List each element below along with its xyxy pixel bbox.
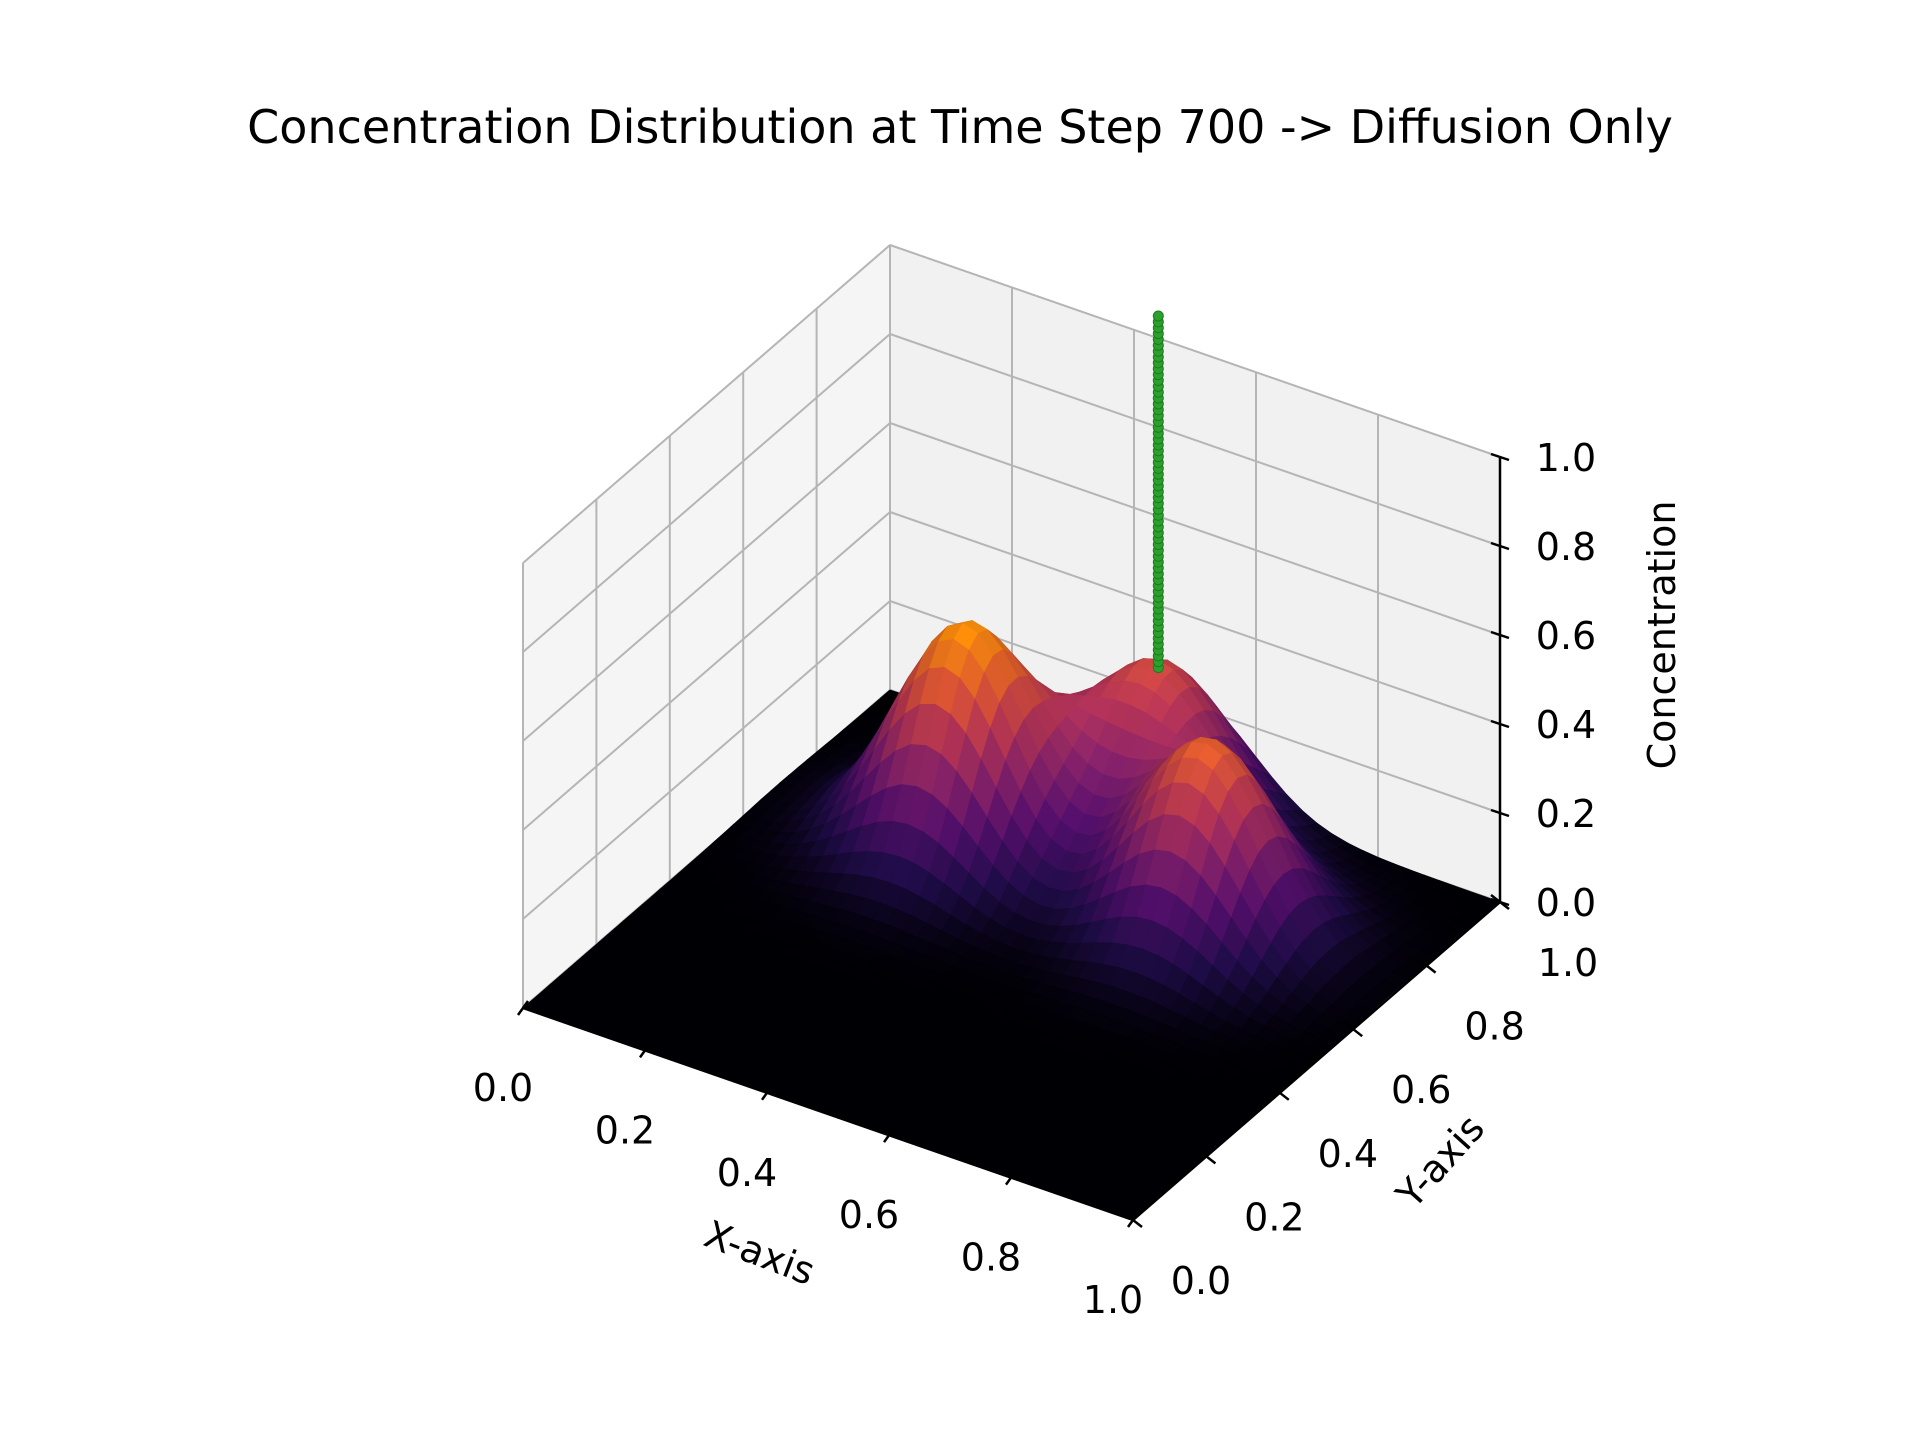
gridline-z (522, 333, 891, 653)
x-axis-line (522, 1006, 1134, 1222)
chart-title: Concentration Distribution at Time Step … (247, 100, 1673, 154)
gridline-z (889, 244, 1501, 458)
y-tick-label: 0.2 (1244, 1195, 1304, 1239)
x-tick (760, 1085, 774, 1101)
y-axis-line (1132, 901, 1501, 1221)
gridline-z (889, 511, 1501, 725)
z-tick (1490, 541, 1510, 551)
x-tick-label: 0.0 (473, 1066, 533, 1110)
x-tick (1004, 1169, 1018, 1186)
y-tick (1416, 957, 1437, 974)
z-tick-label: 0.4 (1536, 703, 1596, 747)
x-tick-label: 0.2 (595, 1108, 655, 1152)
z-tick-label: 0.6 (1536, 614, 1596, 658)
y-tick (1123, 1212, 1143, 1228)
y-tick-label: 0.0 (1171, 1259, 1231, 1303)
y-tick-label: 0.6 (1391, 1068, 1451, 1112)
gridline-z (522, 511, 891, 831)
gridline-z (522, 600, 891, 920)
y-tick-label: 0.8 (1464, 1005, 1524, 1049)
y-tick (1343, 1021, 1363, 1038)
x-tick-label: 0.4 (717, 1151, 777, 1195)
x-tick (516, 1000, 530, 1016)
gridline-z (522, 422, 891, 742)
z-tick (1490, 630, 1510, 640)
x-tick (638, 1042, 652, 1059)
z-tick-label: 0.8 (1536, 525, 1596, 569)
y-tick (1196, 1148, 1217, 1165)
x-tick (882, 1127, 896, 1143)
z-tick-label: 0.2 (1536, 792, 1596, 836)
gridline-z (889, 422, 1501, 636)
axis-ticks: 0.0 0.2 0.4 0.6 0.8 1.0 0.0 0.2 0.4 0.6 0.8 1.0 0.0 0… (473, 436, 1598, 1322)
y-tick-label: 1.0 (1538, 941, 1598, 985)
gridline-z (889, 333, 1501, 547)
z-tick (1490, 897, 1510, 907)
gridline-z (522, 244, 891, 564)
z-tick (1490, 452, 1510, 462)
axis-lines (522, 457, 1502, 1222)
x-tick-label: 0.6 (839, 1193, 899, 1237)
x-tick-label: 0.8 (961, 1236, 1021, 1280)
x-axis-label: X-axis (699, 1212, 821, 1294)
z-axis-label: Concentration (1640, 501, 1684, 770)
z-tick-label: 1.0 (1536, 436, 1596, 480)
x-tick-label: 1.0 (1083, 1278, 1143, 1322)
y-tick-label: 0.4 (1318, 1132, 1378, 1176)
y-tick (1270, 1084, 1290, 1101)
particle-column (1152, 310, 1164, 674)
z-tick (1490, 808, 1510, 818)
z-tick-label: 0.0 (1536, 881, 1596, 925)
particle-point (1152, 310, 1164, 322)
y-axis-label: Y-axis (1387, 1106, 1493, 1217)
z-tick (1490, 719, 1510, 729)
